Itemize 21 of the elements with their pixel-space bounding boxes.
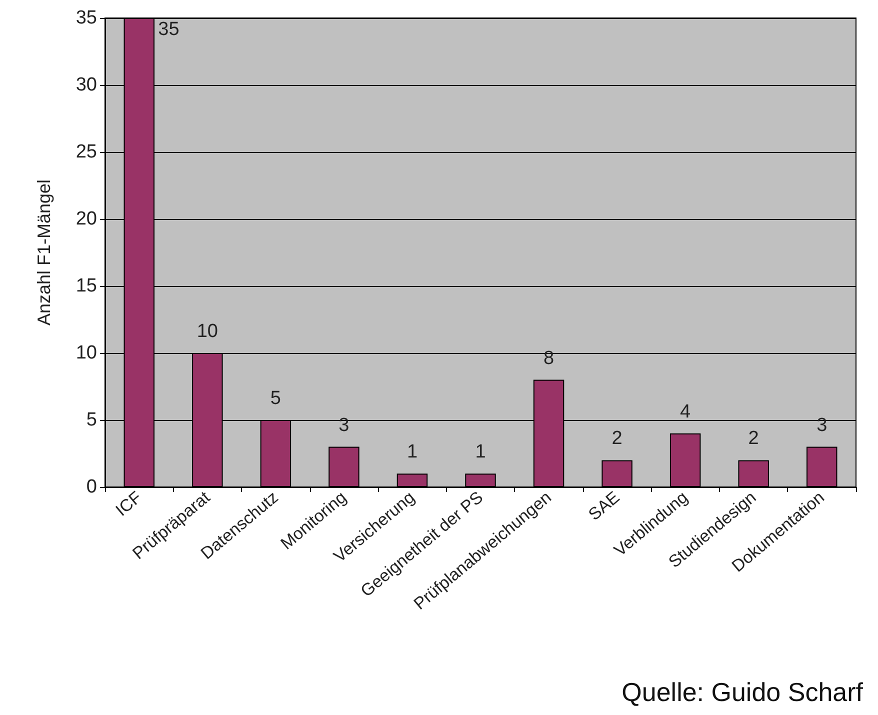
data-label: 10	[196, 321, 218, 342]
data-label: 4	[680, 401, 692, 422]
data-label: 2	[748, 428, 759, 450]
y-tick-label: 35	[76, 8, 97, 28]
data-label: 1	[406, 442, 418, 463]
data-label: 2	[612, 428, 622, 450]
y-tick-label: 20	[76, 208, 97, 230]
data-label: 3	[338, 414, 350, 436]
data-label: 5	[270, 388, 281, 409]
data-label: 1	[475, 442, 486, 463]
y-axis-title: Anzahl F1-Mängel	[34, 179, 54, 326]
data-label: 3	[816, 414, 828, 436]
y-tick-label: 0	[86, 476, 97, 498]
y-tick-label: 10	[76, 342, 97, 364]
source-note: Quelle: Guido Scharf	[622, 677, 864, 707]
data-label: 35	[158, 19, 180, 40]
y-tick-label: 5	[86, 410, 97, 430]
y-tick-label: 30	[76, 74, 97, 96]
y-tick-label: 15	[76, 276, 97, 296]
y-tick-label: 25	[76, 142, 97, 162]
data-label: 8	[543, 348, 554, 369]
